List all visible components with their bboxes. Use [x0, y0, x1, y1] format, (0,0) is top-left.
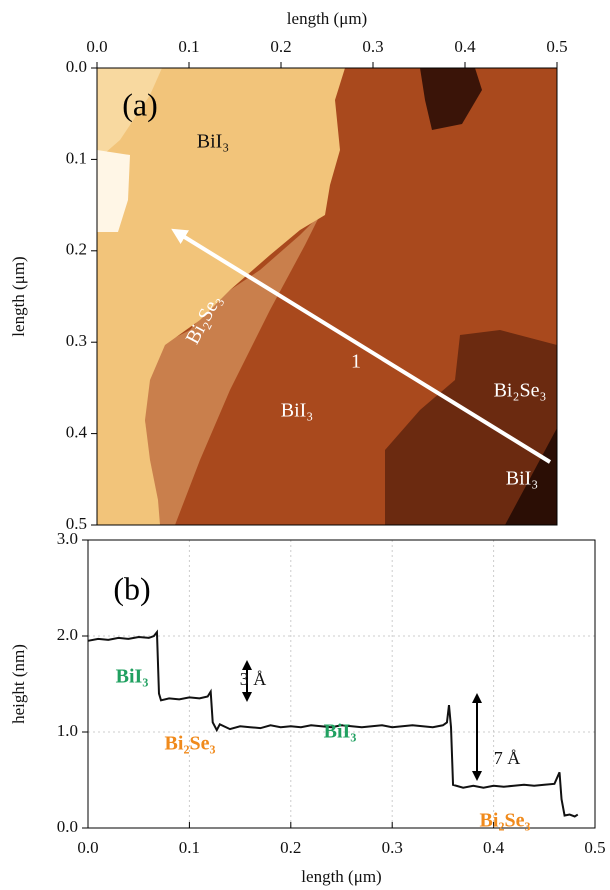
y-tick-label: 0.0 [66, 57, 87, 76]
x-axis-label: length (μm) [287, 9, 367, 28]
y-tick-label: 0.2 [66, 240, 87, 259]
annotation: BiI₃ [506, 468, 539, 490]
annotation: Bi₂Se₃ [165, 733, 216, 755]
y-tick-label: 0.0 [57, 817, 78, 836]
plot-frame [87, 539, 596, 829]
annotation: Bi₂Se₃ [494, 380, 547, 402]
annotation: BiI₃ [197, 131, 230, 153]
x-tick-label: 0.1 [178, 37, 199, 56]
x-tick-label: 0.4 [454, 37, 476, 56]
arrows [242, 660, 482, 781]
annotation: BiI₃ [281, 400, 314, 422]
y-axis-label: height (nm) [9, 644, 28, 724]
y-tick-label: 3.0 [57, 529, 78, 548]
annotation: 7 Å [494, 748, 521, 768]
annotation: BiI₃ [324, 721, 357, 743]
x-tick-label: 0.2 [280, 838, 301, 857]
x-tick-label: 0.0 [86, 37, 107, 56]
y-axis-label: length (μm) [9, 256, 28, 336]
y-tick-label: 0.4 [66, 423, 88, 442]
x-tick-label: 0.5 [584, 838, 605, 857]
plot-frame [96, 67, 558, 526]
annotation: (a) [122, 86, 158, 122]
profile-line [87, 629, 579, 818]
y-tick-label: 0.5 [66, 514, 87, 533]
y-tick-label: 2.0 [57, 625, 78, 644]
x-tick-label: 0.1 [179, 838, 200, 857]
y-tick-label: 0.3 [66, 331, 87, 350]
x-axis-label: length (μm) [301, 867, 381, 886]
annotation: (b) [113, 570, 150, 606]
y-tick-label: 1.0 [57, 721, 78, 740]
x-tick-label: 0.2 [270, 37, 291, 56]
x-tick-label: 0.0 [77, 838, 98, 857]
annotation: 3 Å [240, 669, 267, 689]
x-tick-label: 0.4 [483, 838, 505, 857]
annotation: 1 [351, 351, 361, 373]
x-tick-label: 0.3 [362, 37, 383, 56]
annotation: BiI₃ [116, 666, 149, 688]
x-tick-label: 0.5 [546, 37, 567, 56]
x-tick-label: 0.3 [382, 838, 403, 857]
afm-image [97, 68, 557, 525]
y-tick-label: 0.1 [66, 148, 87, 167]
annotation: Bi₂Se₃ [480, 810, 531, 832]
